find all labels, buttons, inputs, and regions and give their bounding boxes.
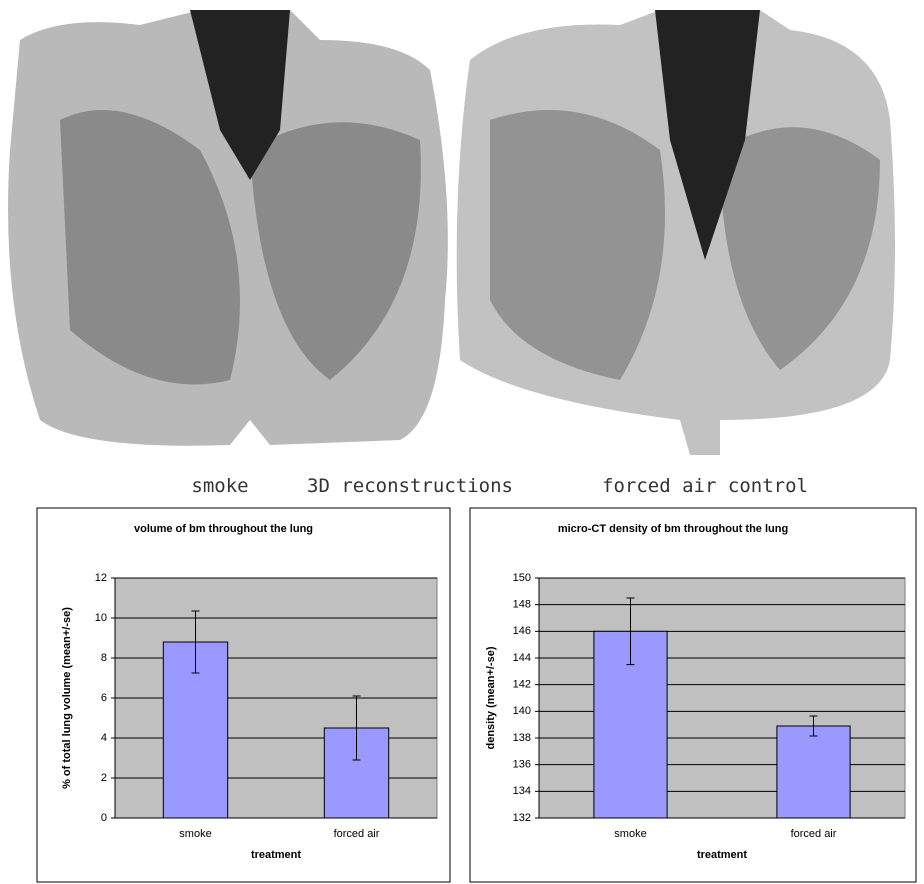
y-axis-label: density (mean+/-se) bbox=[485, 646, 497, 749]
y-tick-label: 150 bbox=[513, 572, 531, 584]
y-tick-label: 138 bbox=[513, 732, 531, 744]
x-axis-label: treatment bbox=[697, 849, 747, 861]
lung-image-smoke bbox=[8, 10, 448, 446]
x-tick-label: smoke bbox=[614, 828, 646, 840]
y-tick-label: 134 bbox=[513, 785, 531, 797]
y-tick-label: 148 bbox=[513, 599, 531, 611]
y-tick-label: 2 bbox=[101, 772, 107, 784]
figure: smoke 3D reconstructions forced air cont… bbox=[0, 0, 924, 884]
x-tick-label: smoke bbox=[179, 828, 211, 840]
x-tick-label: forced air bbox=[791, 828, 837, 840]
bar bbox=[777, 726, 850, 818]
y-tick-label: 144 bbox=[513, 652, 531, 664]
y-tick-label: 0 bbox=[101, 812, 107, 824]
y-tick-label: 10 bbox=[95, 612, 107, 624]
x-axis-label: treatment bbox=[251, 849, 301, 861]
y-tick-label: 136 bbox=[513, 759, 531, 771]
y-tick-label: 132 bbox=[513, 812, 531, 824]
image-label: 3D reconstructions bbox=[307, 475, 513, 497]
chart-title: volume of bm throughout the lung bbox=[134, 523, 313, 535]
y-tick-label: 4 bbox=[101, 732, 107, 744]
lung-image-forced-air bbox=[457, 10, 895, 455]
y-tick-label: 12 bbox=[95, 572, 107, 584]
y-tick-label: 8 bbox=[101, 652, 107, 664]
y-tick-label: 6 bbox=[101, 692, 107, 704]
image-label: smoke bbox=[191, 475, 248, 497]
x-tick-label: forced air bbox=[334, 828, 380, 840]
y-tick-label: 146 bbox=[513, 625, 531, 637]
image-label: forced air control bbox=[602, 475, 808, 497]
y-tick-label: 142 bbox=[513, 679, 531, 691]
y-tick-label: 140 bbox=[513, 705, 531, 717]
y-axis-label: % of total lung volume (mean+/-se) bbox=[61, 607, 73, 789]
chart-title: micro-CT density of bm throughout the lu… bbox=[558, 523, 788, 535]
